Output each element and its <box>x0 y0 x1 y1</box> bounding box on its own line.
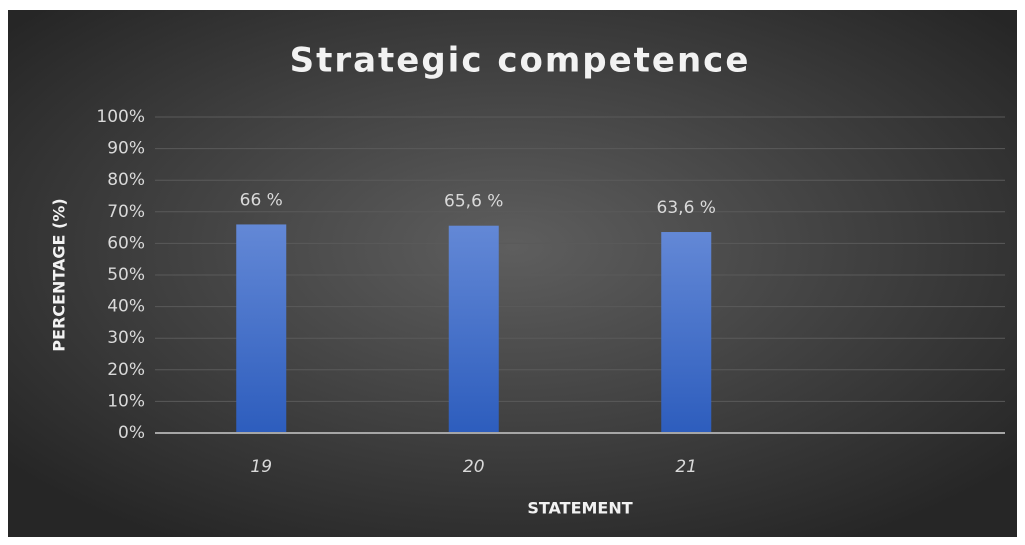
x-axis-title: STATEMENT <box>527 499 632 518</box>
data-label: 63,6 % <box>657 198 716 218</box>
y-tick-label: 10% <box>107 391 145 411</box>
chart-title: Strategic competence <box>290 41 751 81</box>
y-tick-label: 100% <box>96 107 145 127</box>
y-axis-title: PERCENTAGE (%) <box>50 198 69 351</box>
y-tick-label: 50% <box>107 265 145 285</box>
bar <box>448 225 499 433</box>
y-tick-label: 20% <box>107 360 145 380</box>
y-tick-label: 80% <box>107 170 145 190</box>
chart-background <box>8 10 1017 537</box>
y-tick-label: 60% <box>107 233 145 253</box>
x-tick-label: 20 <box>463 457 485 477</box>
y-tick-label: 70% <box>107 202 145 222</box>
y-tick-label: 30% <box>107 328 145 348</box>
bar <box>236 224 287 433</box>
y-tick-label: 40% <box>107 297 145 317</box>
bar <box>661 232 712 433</box>
data-label: 66 % <box>240 190 283 210</box>
y-tick-label: 90% <box>107 139 145 159</box>
data-label: 65,6 % <box>444 192 503 212</box>
x-tick-label: 19 <box>250 457 272 477</box>
x-tick-label: 21 <box>675 457 697 477</box>
y-tick-label: 0% <box>118 423 145 443</box>
